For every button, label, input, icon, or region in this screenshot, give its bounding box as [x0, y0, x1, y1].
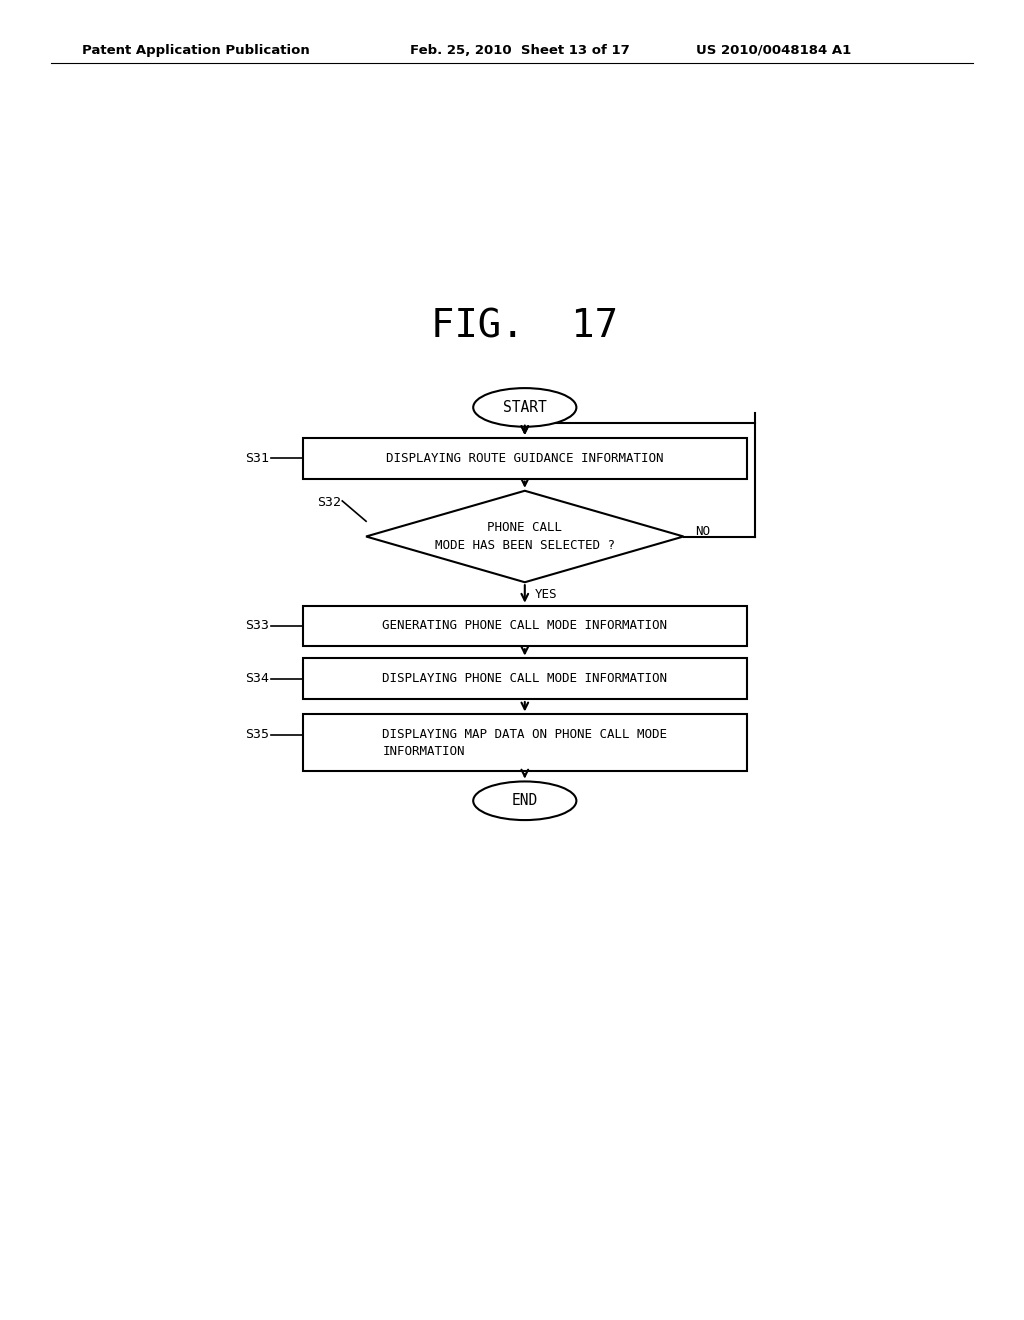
Text: US 2010/0048184 A1: US 2010/0048184 A1 [696, 44, 852, 57]
Text: GENERATING PHONE CALL MODE INFORMATION: GENERATING PHONE CALL MODE INFORMATION [382, 619, 668, 632]
Bar [303, 714, 748, 771]
Text: DISPLAYING MAP DATA ON PHONE CALL MODE
INFORMATION: DISPLAYING MAP DATA ON PHONE CALL MODE I… [382, 727, 668, 758]
Text: DISPLAYING ROUTE GUIDANCE INFORMATION: DISPLAYING ROUTE GUIDANCE INFORMATION [386, 451, 664, 465]
Text: S34: S34 [246, 672, 269, 685]
Polygon shape [367, 491, 684, 582]
Bar [303, 659, 748, 700]
Text: END: END [512, 793, 538, 808]
Text: Patent Application Publication: Patent Application Publication [82, 44, 309, 57]
Text: DISPLAYING PHONE CALL MODE INFORMATION: DISPLAYING PHONE CALL MODE INFORMATION [382, 672, 668, 685]
Text: START: START [503, 400, 547, 414]
Text: YES: YES [535, 587, 557, 601]
Text: S33: S33 [246, 619, 269, 632]
Text: S31: S31 [246, 451, 269, 465]
Bar [303, 606, 748, 647]
Ellipse shape [473, 781, 577, 820]
Text: PHONE CALL
MODE HAS BEEN SELECTED ?: PHONE CALL MODE HAS BEEN SELECTED ? [435, 521, 614, 552]
Ellipse shape [473, 388, 577, 426]
Text: FIG.  17: FIG. 17 [431, 308, 618, 345]
Text: S35: S35 [246, 729, 269, 742]
Text: Feb. 25, 2010  Sheet 13 of 17: Feb. 25, 2010 Sheet 13 of 17 [410, 44, 630, 57]
Bar [303, 438, 748, 479]
Text: S32: S32 [316, 496, 341, 508]
Text: NO: NO [695, 525, 711, 539]
